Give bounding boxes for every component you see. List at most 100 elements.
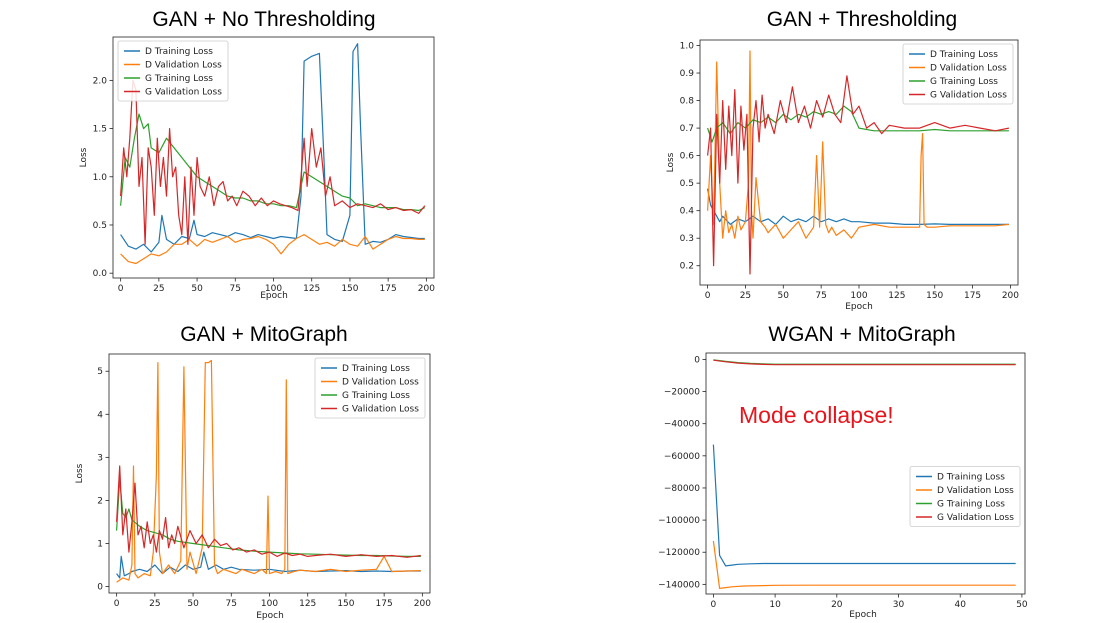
x-tick-label: 30 bbox=[893, 600, 905, 610]
x-tick-label: 0 bbox=[118, 284, 124, 294]
x-tick-label: 100 bbox=[261, 599, 278, 609]
x-tick-label: 75 bbox=[815, 291, 826, 301]
y-tick-label: 0.7 bbox=[680, 124, 694, 134]
y-tick-label: 1.5 bbox=[93, 125, 107, 135]
x-tick-label: 25 bbox=[740, 291, 751, 301]
legend-entry: D Training Loss bbox=[342, 364, 410, 374]
y-tick-label: 0.3 bbox=[680, 234, 694, 244]
x-tick-label: 50 bbox=[1016, 600, 1028, 610]
series-line-g-training-loss bbox=[120, 113, 426, 212]
x-tick-label: 100 bbox=[265, 284, 282, 294]
x-tick-label: 40 bbox=[954, 600, 966, 610]
x-axis-label: Epoch bbox=[849, 610, 877, 620]
chart-title-2: GAN + Thresholding bbox=[766, 8, 958, 31]
legend-entry: G Training Loss bbox=[937, 500, 1005, 510]
x-tick-label: 50 bbox=[191, 284, 203, 294]
series-line-g-validation-loss bbox=[116, 465, 421, 558]
x-axis-label: Epoch bbox=[260, 291, 288, 301]
legend-entry: D Validation Loss bbox=[937, 486, 1014, 496]
x-tick-label: 175 bbox=[380, 284, 397, 294]
series-line-g-validation-loss bbox=[120, 79, 426, 245]
x-tick-label: 125 bbox=[299, 599, 316, 609]
y-tick-label: −60000 bbox=[664, 452, 700, 462]
legend-entry: D Validation Loss bbox=[930, 64, 1007, 74]
chart-4: 0 10 20 30 40 50 0 −20000 −40000 −60000 −80000 −100… bbox=[658, 352, 1028, 620]
y-tick-label: −120000 bbox=[658, 548, 700, 558]
series-line-g-validation-loss bbox=[713, 359, 1016, 366]
x-axis-label: Epoch bbox=[256, 611, 284, 621]
legend-entry: G Validation Loss bbox=[930, 91, 1007, 101]
y-tick-label: 2 bbox=[97, 496, 103, 506]
x-tick-label: 50 bbox=[187, 599, 199, 609]
legend-entry: D Training Loss bbox=[930, 50, 998, 60]
series-line-g-validation-loss bbox=[707, 75, 1010, 275]
y-axis-label: Loss bbox=[666, 152, 676, 172]
chart-3: 0 25 50 75 100 125 150 175 200 0 1 2 3 4 5 Epoch Loss D T… bbox=[75, 353, 431, 621]
series-line-d-training-loss bbox=[712, 444, 1016, 567]
x-axis-label: Epoch bbox=[845, 302, 873, 312]
y-tick-label: 0 bbox=[694, 355, 700, 365]
series-line-d-training-loss bbox=[707, 188, 1009, 225]
x-tick-label: 150 bbox=[926, 291, 943, 301]
x-tick-label: 0 bbox=[711, 600, 717, 610]
x-tick-label: 200 bbox=[418, 284, 435, 294]
series-line-d-validation-loss bbox=[707, 50, 1009, 239]
legend: D Training Loss D Validation Loss G Traini… bbox=[902, 43, 1014, 105]
x-tick-label: 20 bbox=[831, 600, 843, 610]
y-axis-label: Loss bbox=[79, 147, 89, 167]
y-tick-label: −40000 bbox=[664, 420, 700, 430]
x-tick-label: 100 bbox=[850, 291, 867, 301]
y-tick-label: 1.0 bbox=[93, 173, 108, 183]
y-tick-label: 0.6 bbox=[680, 152, 695, 162]
legend-entry: G Validation Loss bbox=[937, 513, 1014, 523]
series-line-g-training-loss bbox=[707, 105, 1009, 143]
x-tick-label: 10 bbox=[769, 600, 781, 610]
y-tick-label: 2.0 bbox=[93, 76, 108, 86]
y-tick-label: −140000 bbox=[658, 580, 700, 590]
legend: D Training Loss D Validation Loss G Traini… bbox=[314, 357, 426, 419]
y-tick-label: −100000 bbox=[658, 516, 700, 526]
y-tick-label: −80000 bbox=[664, 484, 700, 494]
legend: D Training Loss D Validation Loss G Traini… bbox=[117, 40, 229, 102]
x-tick-label: 0 bbox=[114, 599, 120, 609]
legend-entry: D Training Loss bbox=[145, 47, 213, 57]
y-tick-label: 5 bbox=[97, 367, 103, 377]
y-tick-label: 0.5 bbox=[93, 221, 107, 231]
series-line-d-validation-loss bbox=[116, 359, 421, 583]
y-tick-label: 1.0 bbox=[680, 42, 695, 52]
y-tick-label: 0 bbox=[97, 583, 103, 593]
y-tick-label: −20000 bbox=[664, 388, 700, 398]
series-line-d-validation-loss bbox=[712, 540, 1016, 590]
x-tick-label: 125 bbox=[303, 284, 320, 294]
chart-2: 0 25 50 75 100 125 150 175 200 0.2 0.3 0.4 0.5 0.6 0.7… bbox=[666, 39, 1019, 312]
x-tick-label: 150 bbox=[337, 599, 354, 609]
x-tick-label: 150 bbox=[341, 284, 358, 294]
y-tick-label: 4 bbox=[97, 410, 103, 420]
legend-entry: G Validation Loss bbox=[145, 88, 222, 98]
legend-entry: G Training Loss bbox=[342, 391, 410, 401]
series-line-d-validation-loss bbox=[120, 234, 425, 265]
y-tick-label: 1 bbox=[97, 539, 103, 549]
series-line-g-training-loss bbox=[713, 359, 1016, 365]
x-tick-label: 125 bbox=[888, 291, 905, 301]
legend-entry: D Validation Loss bbox=[342, 378, 419, 388]
y-tick-label: 0.5 bbox=[680, 179, 694, 189]
series-line-d-training-loss bbox=[120, 43, 425, 253]
x-tick-label: 200 bbox=[414, 599, 431, 609]
y-axis-label: Loss bbox=[75, 463, 85, 483]
y-tick-label: 3 bbox=[97, 453, 103, 463]
x-tick-label: 75 bbox=[226, 599, 237, 609]
mode-collapse-annotation: Mode collapse! bbox=[739, 402, 894, 428]
legend-entry: G Training Loss bbox=[930, 77, 998, 87]
chart-title-1: GAN + No Thresholding bbox=[152, 8, 376, 31]
y-tick-label: 0.4 bbox=[680, 207, 695, 217]
chart-1: 0 25 50 75 100 125 150 175 200 0.0 0.5 1.0 1.5 2.0 Epo… bbox=[79, 36, 435, 301]
legend-entry: G Validation Loss bbox=[342, 405, 419, 415]
legend-box bbox=[314, 357, 426, 419]
legend-entry: G Training Loss bbox=[145, 74, 213, 84]
x-tick-label: 175 bbox=[964, 291, 981, 301]
chart-title-3: GAN + MitoGraph bbox=[180, 323, 348, 346]
y-tick-label: 0.8 bbox=[680, 97, 695, 107]
legend-box bbox=[117, 40, 229, 102]
